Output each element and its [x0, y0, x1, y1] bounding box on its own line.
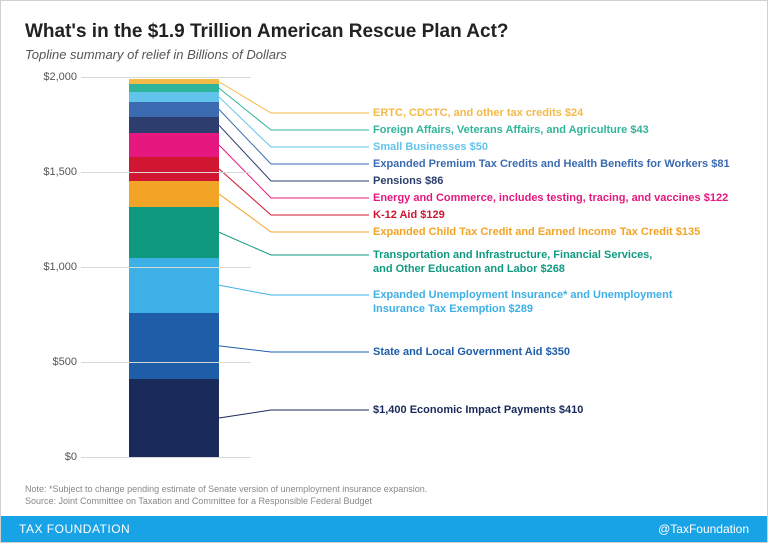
y-tick-label: $1,500 [43, 166, 77, 178]
bar-segment [129, 79, 219, 84]
bar-segment [129, 207, 219, 258]
chart-card: What's in the $1.9 Trillion American Res… [0, 0, 768, 543]
grid-line [81, 362, 251, 363]
grid-line [81, 457, 251, 458]
grid-line [81, 172, 251, 173]
note-line: Note: *Subject to change pending estimat… [25, 483, 427, 496]
bar-segment [129, 157, 219, 182]
y-tick-label: $2,000 [43, 71, 77, 83]
leader-line [219, 88, 369, 130]
leader-line [219, 232, 369, 255]
segment-label: $1,400 Economic Impact Payments $410 [373, 403, 583, 417]
segment-label: Transportation and Infrastructure, Finan… [373, 248, 652, 277]
segment-label: Pensions $86 [373, 174, 443, 188]
stacked-bar [129, 79, 219, 457]
bar-segment [129, 117, 219, 133]
chart-notes: Note: *Subject to change pending estimat… [25, 483, 427, 508]
brand-name: TAX FOUNDATION [19, 522, 130, 536]
chart-area: $0$500$1,000$1,500$2,000 $1,400 Economic… [25, 77, 745, 477]
y-tick-label: $0 [65, 451, 77, 463]
bar-segment [129, 181, 219, 207]
leader-line [219, 109, 369, 164]
bar-segment [129, 102, 219, 117]
leader-line [219, 285, 369, 295]
y-axis: $0$500$1,000$1,500$2,000 [25, 77, 81, 457]
bar-segment [129, 258, 219, 313]
plot: $1,400 Economic Impact Payments $410 Stat… [81, 77, 745, 457]
bar-segment [129, 92, 219, 102]
segment-label: Expanded Child Tax Credit and Earned Inc… [373, 225, 700, 239]
grid-line [81, 77, 251, 78]
chart-title: What's in the $1.9 Trillion American Res… [25, 21, 743, 43]
bar-segment [129, 313, 219, 380]
segment-label: Expanded Premium Tax Credits and Health … [373, 157, 730, 171]
segment-label: Foreign Affairs, Veterans Affairs, and A… [373, 123, 649, 137]
footer-bar: TAX FOUNDATION @TaxFoundation [1, 516, 767, 542]
y-tick-label: $1,000 [43, 261, 77, 273]
chart-subtitle: Topline summary of relief in Billions of… [25, 47, 743, 62]
twitter-handle: @TaxFoundation [658, 522, 749, 536]
header: What's in the $1.9 Trillion American Res… [1, 1, 767, 62]
bar-segment [129, 133, 219, 156]
segment-label: State and Local Government Aid $350 [373, 345, 570, 359]
leader-line [219, 410, 369, 418]
source-line: Source: Joint Committee on Taxation and … [25, 495, 427, 508]
leader-line [219, 82, 369, 113]
y-tick-label: $500 [53, 356, 77, 368]
segment-label: Small Businesses $50 [373, 140, 488, 154]
segment-label: Expanded Unemployment Insurance* and Une… [373, 288, 673, 317]
leader-line [219, 97, 369, 147]
segment-label: ERTC, CDCTC, and other tax credits $24 [373, 106, 583, 120]
leader-line [219, 169, 369, 215]
segment-label: K-12 Aid $129 [373, 208, 445, 222]
bar-segment [129, 379, 219, 457]
grid-line [81, 267, 251, 268]
segment-label: Energy and Commerce, includes testing, t… [373, 191, 728, 205]
leader-line [219, 346, 369, 352]
bar-segment [129, 84, 219, 92]
leader-line [219, 194, 369, 232]
